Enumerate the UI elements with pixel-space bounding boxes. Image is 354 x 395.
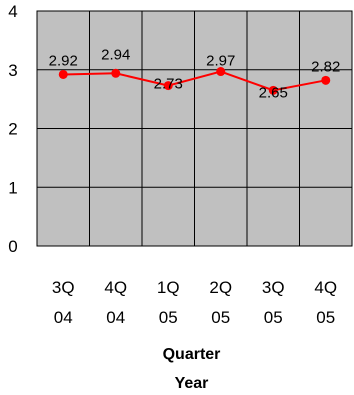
x-axis-title-line-2: Year — [175, 375, 209, 392]
x-tick-label-1-line-1: 04 — [106, 308, 125, 327]
data-label-2: 2.73 — [154, 76, 183, 93]
y-tick-label-4: 4 — [8, 2, 17, 21]
data-point-2 — [163, 81, 173, 91]
data-label-1: 2.94 — [101, 46, 130, 63]
y-tick-label-1: 1 — [8, 178, 17, 197]
data-label-5: 2.82 — [311, 58, 340, 75]
x-tick-label-1-line-0: 4Q — [104, 278, 127, 297]
y-tick-label-3: 3 — [8, 61, 17, 80]
data-point-0 — [58, 69, 68, 79]
data-point-3 — [216, 67, 226, 77]
data-point-4 — [268, 85, 278, 95]
series-polyline — [63, 70, 326, 92]
data-point-5 — [321, 75, 331, 85]
x-axis-title-line-1: Quarter — [163, 346, 221, 363]
x-tick-label-5-line-1: 05 — [316, 308, 335, 327]
data-labels: 2.92 2.94 2.73 2.97 2.65 2.82 — [49, 46, 341, 101]
x-tick-label-4-line-1: 05 — [264, 308, 283, 327]
x-tick-label-2-line-1: 05 — [159, 308, 178, 327]
y-tick-label-0: 0 — [8, 237, 17, 256]
grid-lines — [36, 10, 353, 247]
data-label-4: 2.65 — [259, 84, 288, 101]
y-axis: 0 1 2 3 4 — [8, 2, 17, 256]
x-tick-label-5-line-0: 4Q — [314, 278, 337, 297]
data-point-1 — [111, 68, 121, 78]
x-tick-label-0-line-0: 3Q — [52, 278, 75, 297]
data-label-0: 2.92 — [49, 52, 78, 69]
data-label-3: 2.97 — [206, 53, 235, 70]
x-tick-label-3-line-1: 05 — [211, 308, 230, 327]
x-axis: 3Q 04 4Q 04 1Q 05 2Q 05 3Q 05 4Q 05 — [52, 278, 337, 327]
x-tick-label-0-line-1: 04 — [54, 308, 73, 327]
series-line — [58, 67, 331, 95]
x-tick-label-3-line-0: 2Q — [209, 278, 232, 297]
x-tick-label-2-line-0: 1Q — [157, 278, 180, 297]
y-tick-label-2: 2 — [8, 120, 17, 139]
x-tick-label-4-line-0: 3Q — [262, 278, 285, 297]
